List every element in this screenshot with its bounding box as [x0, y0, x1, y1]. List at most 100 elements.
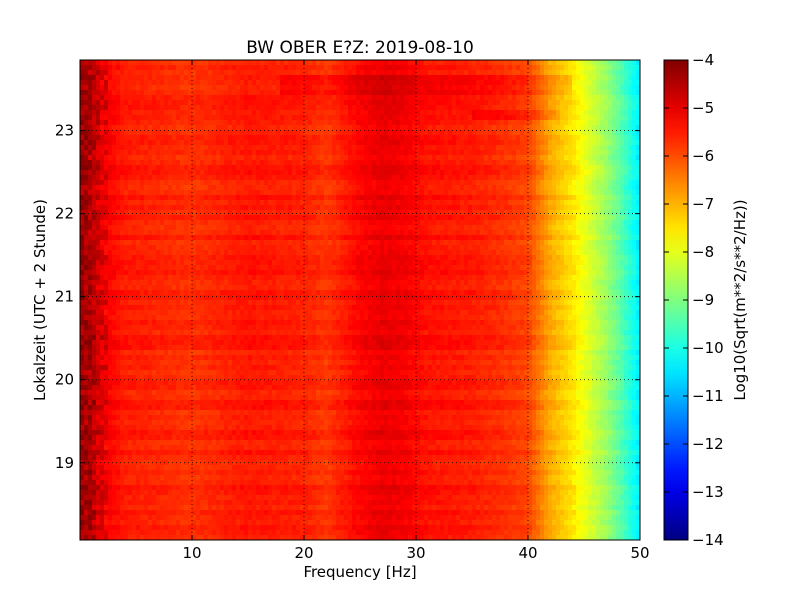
- heatmap-cell: [556, 180, 561, 186]
- heatmap-cell: [276, 190, 281, 196]
- heatmap-cell: [236, 140, 241, 146]
- heatmap-cell: [608, 105, 613, 111]
- heatmap-cell: [392, 90, 397, 96]
- heatmap-cell: [184, 135, 189, 141]
- heatmap-cell: [636, 85, 641, 91]
- heatmap-cell: [480, 175, 485, 181]
- heatmap-cell: [160, 70, 165, 76]
- heatmap-cell: [632, 200, 637, 206]
- heatmap-cell: [604, 185, 609, 191]
- heatmap-cell: [420, 145, 425, 151]
- heatmap-cell: [536, 75, 541, 81]
- heatmap-cell: [92, 65, 97, 71]
- heatmap-cell: [212, 190, 217, 196]
- heatmap-cell: [164, 235, 169, 241]
- heatmap-cell: [332, 90, 337, 96]
- heatmap-cell: [112, 105, 117, 111]
- heatmap-cell: [140, 210, 145, 216]
- heatmap-cell: [308, 105, 313, 111]
- heatmap-cell: [548, 145, 553, 151]
- heatmap-cell: [160, 135, 165, 141]
- heatmap-cell: [172, 100, 177, 106]
- heatmap-cell: [252, 160, 257, 166]
- heatmap-cell: [456, 125, 461, 131]
- heatmap-cell: [384, 215, 389, 221]
- heatmap-cell: [180, 230, 185, 236]
- heatmap-cell: [400, 190, 405, 196]
- heatmap-cell: [452, 60, 457, 66]
- heatmap-cell: [492, 185, 497, 191]
- heatmap-cell: [100, 135, 105, 141]
- heatmap-cell: [608, 215, 613, 221]
- heatmap-cell: [412, 215, 417, 221]
- heatmap-cell: [384, 150, 389, 156]
- heatmap-cell: [320, 140, 325, 146]
- heatmap-cell: [392, 180, 397, 186]
- heatmap-cell: [228, 95, 233, 101]
- heatmap-cell: [336, 225, 341, 231]
- heatmap-cell: [588, 65, 593, 71]
- heatmap-cell: [168, 105, 173, 111]
- heatmap-cell: [120, 235, 125, 241]
- heatmap-cell: [460, 115, 465, 121]
- heatmap-cell: [316, 75, 321, 81]
- heatmap-cell: [436, 125, 441, 131]
- heatmap-cell: [316, 65, 321, 71]
- heatmap-cell: [600, 65, 605, 71]
- heatmap-cell: [120, 100, 125, 106]
- heatmap-cell: [264, 155, 269, 161]
- heatmap-cell: [244, 170, 249, 176]
- heatmap-cell: [424, 140, 429, 146]
- heatmap-cell: [304, 105, 309, 111]
- heatmap-cell: [304, 205, 309, 211]
- heatmap-cell: [364, 145, 369, 151]
- heatmap-cell: [580, 170, 585, 176]
- heatmap-cell: [536, 125, 541, 131]
- heatmap-cell: [380, 60, 385, 66]
- heatmap-cell: [272, 205, 277, 211]
- heatmap-cell: [596, 190, 601, 196]
- heatmap-cell: [512, 190, 517, 196]
- heatmap-cell: [556, 175, 561, 181]
- heatmap-cell: [440, 110, 445, 116]
- heatmap-cell: [152, 150, 157, 156]
- heatmap-cell: [268, 205, 273, 211]
- heatmap-cell: [176, 185, 181, 191]
- heatmap-cell: [564, 215, 569, 221]
- heatmap-cell: [576, 155, 581, 161]
- heatmap-cell: [220, 155, 225, 161]
- heatmap-cell: [428, 130, 433, 136]
- heatmap-cell: [504, 150, 509, 156]
- heatmap-cell: [236, 175, 241, 181]
- heatmap-cell: [152, 210, 157, 216]
- heatmap-cell: [364, 60, 369, 66]
- heatmap-cell: [620, 170, 625, 176]
- heatmap-cell: [428, 65, 433, 71]
- heatmap-cell: [80, 115, 85, 121]
- heatmap-cell: [296, 135, 301, 141]
- heatmap-cell: [196, 200, 201, 206]
- heatmap-cell: [300, 225, 305, 231]
- heatmap-cell: [512, 180, 517, 186]
- heatmap-cell: [568, 185, 573, 191]
- heatmap-cell: [308, 220, 313, 226]
- heatmap-cell: [252, 145, 257, 151]
- heatmap-cell: [108, 220, 113, 226]
- heatmap-cell: [420, 115, 425, 121]
- heatmap-cell: [280, 160, 285, 166]
- heatmap-cell: [232, 145, 237, 151]
- heatmap-cell: [336, 170, 341, 176]
- heatmap-cell: [584, 230, 589, 236]
- heatmap-cell: [288, 225, 293, 231]
- heatmap-cell: [348, 110, 353, 116]
- heatmap-cell: [364, 155, 369, 161]
- heatmap-cell: [300, 135, 305, 141]
- heatmap-cell: [84, 220, 89, 226]
- heatmap-cell: [620, 100, 625, 106]
- heatmap-cell: [564, 90, 569, 96]
- heatmap-cell: [212, 90, 217, 96]
- heatmap-cell: [476, 85, 481, 91]
- heatmap-cell: [380, 175, 385, 181]
- heatmap-cell: [524, 185, 529, 191]
- heatmap-cell: [320, 155, 325, 161]
